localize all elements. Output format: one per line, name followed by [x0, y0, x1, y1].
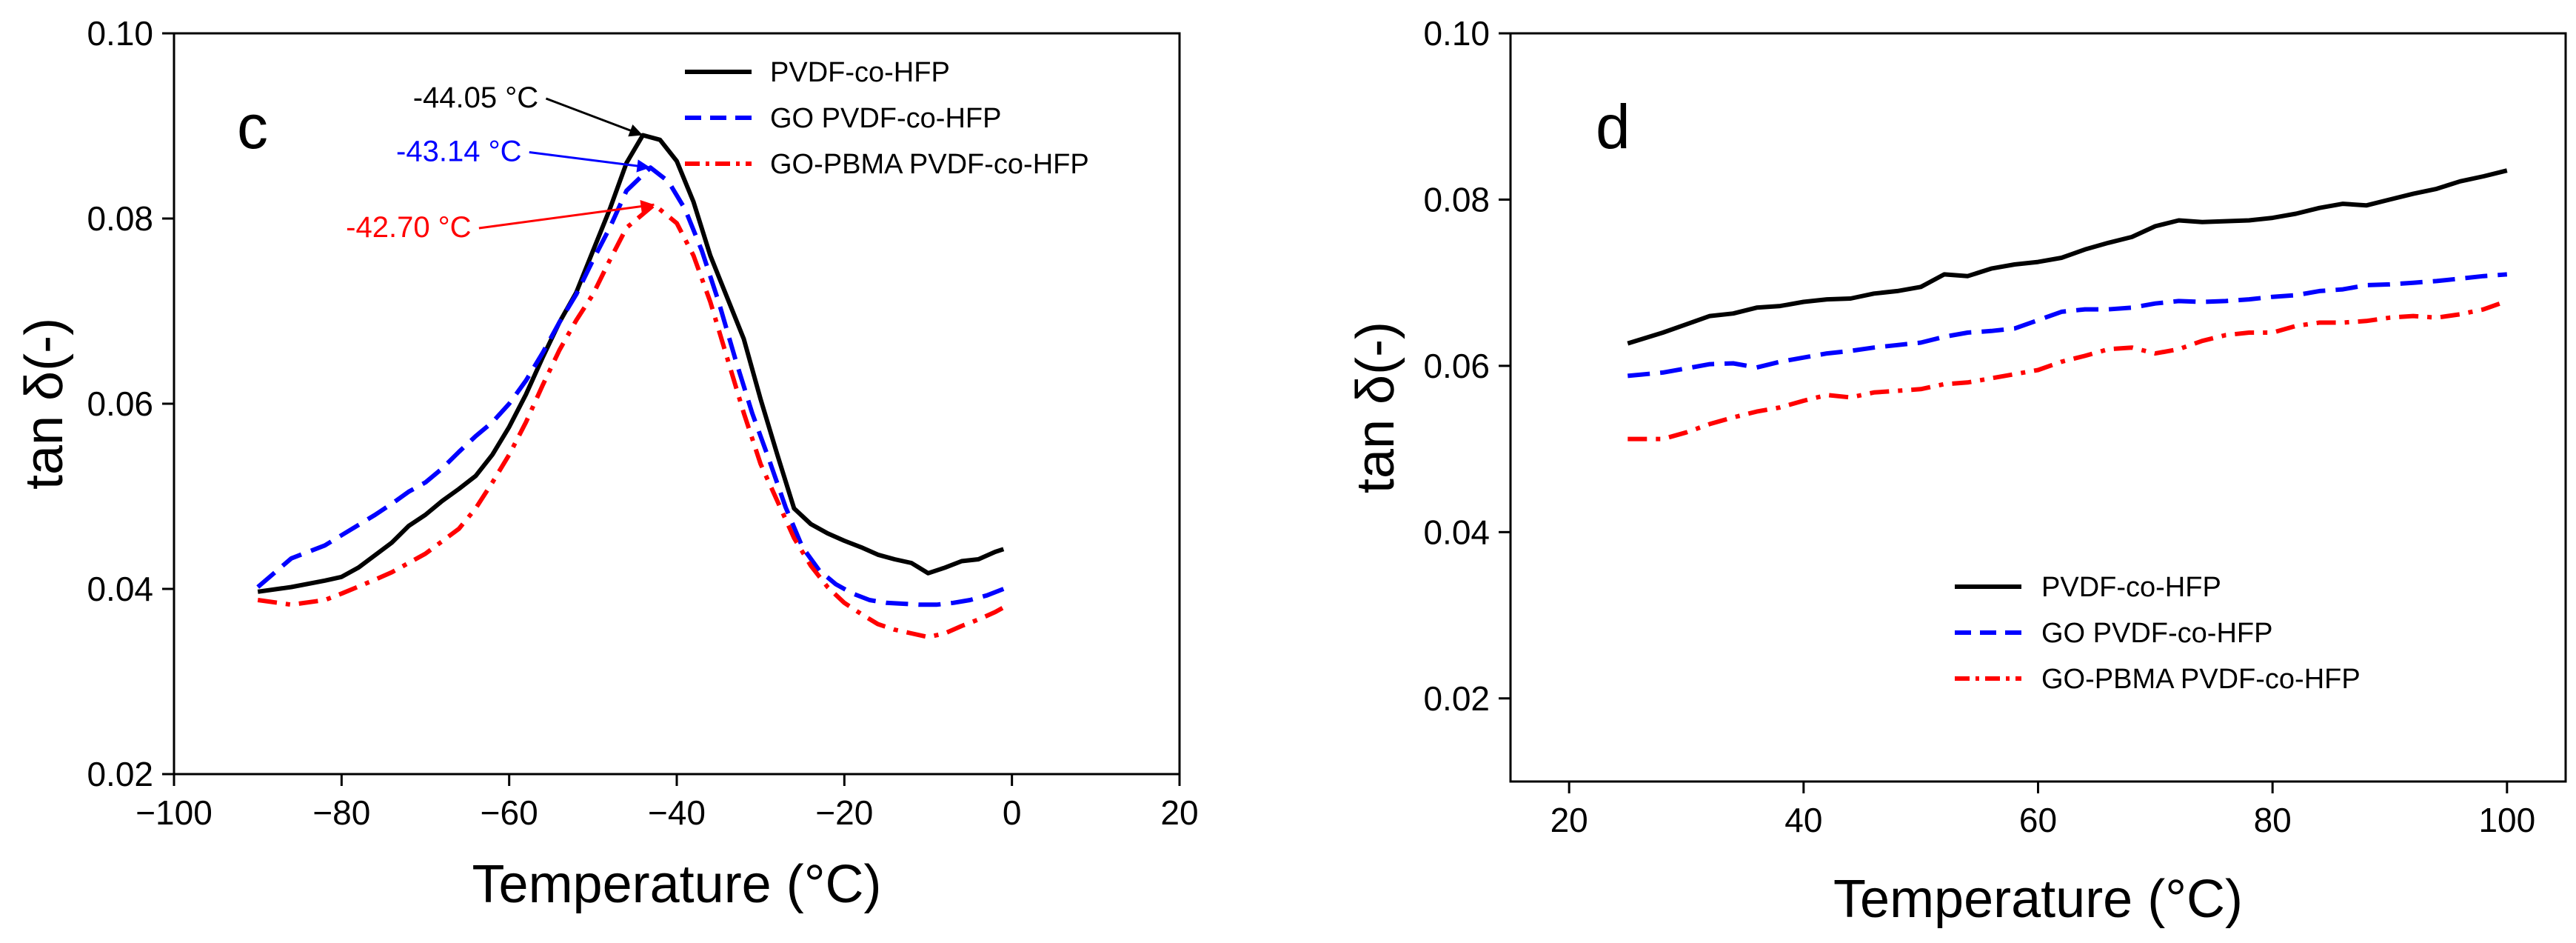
x-tick-label: −100 [136, 793, 213, 832]
y-tick-label: 0.08 [1423, 180, 1490, 219]
legend-label-0: PVDF-co-HFP [770, 57, 950, 88]
x-tick-label: 20 [1550, 801, 1588, 839]
legend-label-1: GO PVDF-co-HFP [770, 103, 1001, 134]
plot-frame [1509, 32, 2567, 783]
annotation-arrowhead-0 [628, 124, 643, 137]
panel-letter: c [237, 92, 268, 161]
series-line-1 [256, 165, 1005, 607]
annotation-arrow-1 [529, 151, 651, 169]
y-tick-label: 0.08 [87, 199, 153, 238]
annotation-label-2: -42.70 °C [346, 211, 471, 244]
x-tick-label: 100 [2478, 801, 2535, 839]
y-axis-label: tan δ(-) [1346, 321, 1405, 493]
annotation-arrowhead-2 [640, 200, 655, 213]
panel-letter: d [1596, 92, 1630, 161]
x-tick-label: 0 [1003, 793, 1022, 832]
x-tick-label: −40 [648, 793, 706, 832]
y-tick-label: 0.10 [1423, 14, 1490, 53]
series-line-1 [1627, 272, 2508, 379]
y-tick-label: 0.04 [87, 570, 153, 608]
legend-label-0: PVDF-co-HFP [2041, 572, 2221, 603]
y-axis-label: tan δ(-) [15, 318, 74, 490]
y-tick-label: 0.06 [87, 384, 153, 423]
x-tick-label: −20 [815, 793, 873, 832]
x-axis-label: Temperature (°C) [1833, 870, 2243, 929]
x-tick-label: 40 [1784, 801, 1822, 839]
annotation-arrowhead-1 [636, 159, 651, 173]
legend-label-1: GO PVDF-co-HFP [2041, 618, 2272, 649]
annotation-label-1: -43.14 °C [396, 136, 521, 168]
annotation-arrow-2 [478, 203, 655, 230]
x-tick-label: −80 [312, 793, 370, 832]
y-tick-label: 0.06 [1423, 347, 1490, 385]
x-tick-label: 80 [2254, 801, 2292, 839]
annotation-arrow-0 [545, 97, 643, 136]
y-tick-label: 0.04 [1423, 513, 1490, 551]
series-line-0 [257, 133, 1005, 594]
x-tick-label: 60 [2019, 801, 2057, 839]
plot-frame [173, 32, 1181, 776]
panel-c-chart: −100 −80 −60 −40 −20 0 20 0.02 0.04 0.06 0.08 0.10 T… [15, 14, 1199, 914]
annotation-label-0: -44.05 °C [413, 81, 538, 114]
series-line-2 [257, 202, 1005, 639]
legend-label-2: GO-PBMA PVDF-co-HFP [2041, 664, 2361, 695]
x-tick-label: −60 [481, 793, 538, 832]
series-line-2 [1627, 299, 2508, 441]
panel-d-chart: 20 40 60 80 100 0.02 0.04 0.06 0.08 0.10 Temperatu… [1346, 14, 2567, 929]
y-tick-label: 0.02 [87, 755, 153, 793]
y-tick-label: 0.02 [1423, 679, 1490, 718]
x-axis-label: Temperature (°C) [472, 855, 882, 914]
legend-label-2: GO-PBMA PVDF-co-HFP [770, 149, 1089, 180]
series-line-0 [1627, 168, 2508, 346]
x-tick-label: 20 [1160, 793, 1198, 832]
y-tick-label: 0.10 [87, 14, 153, 53]
